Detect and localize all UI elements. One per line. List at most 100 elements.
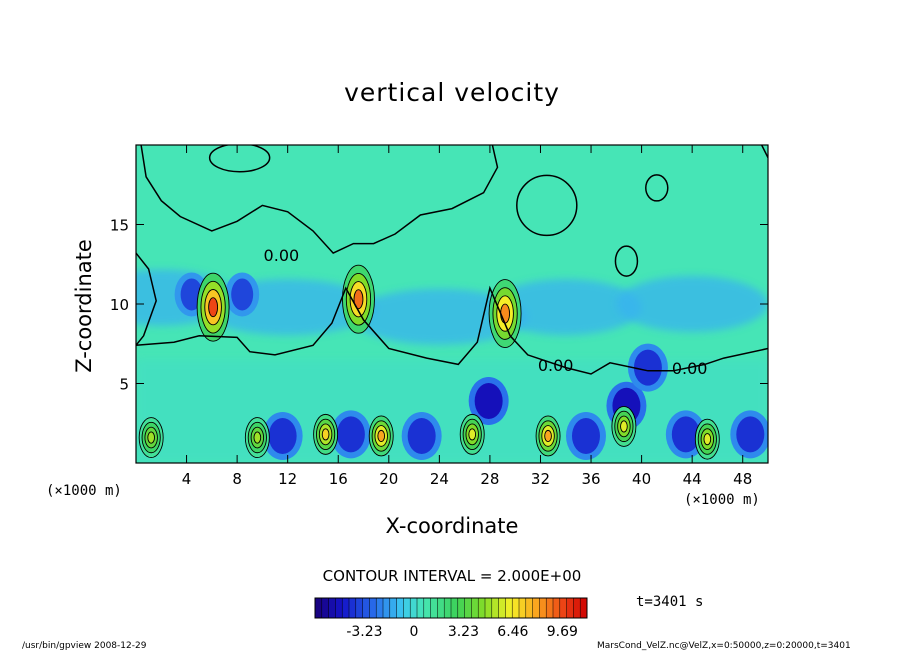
chart-title: vertical velocity	[344, 78, 560, 107]
closed-contour	[208, 145, 271, 173]
colorbar-swatch	[362, 598, 370, 618]
colorbar-swatch	[423, 598, 432, 618]
colorbar-swatch	[573, 598, 581, 618]
updraft-cell	[377, 429, 386, 443]
downdraft-cell	[474, 382, 503, 419]
colorbar-swatch	[444, 598, 452, 618]
colorbar-swatch	[451, 598, 459, 618]
updraft-cell	[468, 428, 477, 441]
colorbar-swatch	[396, 598, 404, 618]
colorbar-swatch	[559, 598, 568, 618]
colorbar-tick-label: 3.23	[448, 624, 479, 640]
colorbar-swatch	[505, 598, 513, 618]
contour-label: 0.00	[672, 359, 708, 378]
downdraft-cell	[736, 416, 765, 453]
colorbar-tick-label: 0	[409, 624, 418, 640]
colorbar-swatch	[410, 598, 418, 618]
contour-label: 0.00	[264, 246, 300, 265]
colorbar-swatch	[437, 598, 445, 618]
colorbar-swatch	[383, 598, 391, 618]
x-tick-label: 40	[632, 470, 651, 488]
updraft-cell	[147, 431, 155, 444]
updraft-cell	[703, 433, 712, 446]
colorbar-swatch	[491, 598, 500, 618]
downdraft-cell	[336, 416, 365, 453]
x-tick-label: 24	[430, 470, 449, 488]
colorbar-swatch	[417, 598, 425, 618]
colorbar-swatch	[369, 598, 377, 618]
heatmap-field: 0.00 0.00 0.00	[136, 145, 768, 463]
y-tick-label: 15	[110, 217, 129, 235]
colorbar-swatch	[376, 598, 384, 618]
x-tick-label: 28	[480, 470, 499, 488]
colorbar-swatch	[457, 598, 466, 618]
weak-downdraft-band	[489, 279, 642, 336]
colorbar-tick-label: 9.69	[547, 624, 578, 640]
downdraft-cell	[407, 417, 436, 454]
colorbar-swatch	[532, 598, 540, 618]
x-tick-label: 8	[232, 470, 242, 488]
weak-downdraft-band	[350, 288, 528, 345]
colorbar-swatch	[553, 598, 561, 618]
zero-contour-line	[136, 252, 768, 375]
y-tick-label: 5	[119, 376, 129, 394]
footer-source: MarsCond_VelZ.nc@VelZ,x=0:50000,z=0:2000…	[597, 641, 851, 651]
colorbar-swatch	[525, 598, 534, 618]
x-tick-label: 20	[379, 470, 398, 488]
colorbar-frame	[314, 597, 588, 619]
updraft-cell	[321, 428, 330, 441]
colorbar-swatch	[464, 598, 472, 618]
colorbar-swatch	[485, 598, 493, 618]
colorbar-swatch	[315, 598, 323, 618]
x-axis-label: X-coordinate	[385, 514, 519, 538]
y-tick-label: 10	[110, 296, 129, 314]
colorbar-swatch	[471, 598, 479, 618]
colorbar-tick-label: -3.23	[346, 624, 382, 640]
weak-downdraft-band	[616, 276, 768, 332]
colorbar-swatch	[430, 598, 438, 618]
updraft-cell	[353, 289, 364, 310]
x-tick-label: 36	[581, 470, 600, 488]
edge-contour	[761, 145, 768, 159]
colorbar-swatch	[478, 598, 486, 618]
colorbar-swatch	[321, 598, 330, 618]
colorbar-swatch	[389, 598, 398, 618]
colorbar-swatch	[580, 598, 588, 618]
downdraft-cell	[231, 278, 254, 311]
colorbar-swatch	[403, 598, 411, 618]
colorbar-swatch	[546, 598, 554, 618]
colorbar-swatch	[328, 598, 336, 618]
updraft-cell	[208, 297, 219, 318]
colorbar-swatch	[539, 598, 547, 618]
downdraft-cell	[571, 417, 600, 454]
downdraft-cell	[633, 349, 662, 386]
x-tick-label: 12	[278, 470, 297, 488]
footer-program-date: /usr/bin/gpview 2008-12-29	[22, 641, 147, 651]
time-label: t=3401 s	[636, 594, 704, 610]
colorbar-swatch	[355, 598, 364, 618]
updraft-cell	[500, 303, 511, 324]
x-unit-label-left: (×1000 m)	[46, 483, 122, 499]
downdraft-cell	[671, 416, 700, 453]
updraft-cell	[253, 431, 262, 444]
contour-label: 0.00	[538, 356, 574, 375]
x-tick-label: 44	[683, 470, 702, 488]
upper-contour-line	[140, 145, 499, 255]
closed-contour	[645, 174, 669, 202]
colorbar-swatch	[512, 598, 520, 618]
colorbar-swatch	[566, 598, 574, 618]
colorbar: -3.23 0 3.23 6.46 9.69	[314, 597, 588, 640]
closed-contour	[516, 174, 578, 237]
colorbar-tick-label: 6.46	[497, 624, 528, 640]
colorbar-swatch	[349, 598, 357, 618]
x-tick-label: 16	[329, 470, 348, 488]
x-tick-label: 48	[733, 470, 752, 488]
closed-contour	[614, 245, 639, 277]
x-unit-label-right: (×1000 m)	[684, 492, 760, 508]
updraft-cell	[544, 429, 552, 443]
x-tick-label: 4	[182, 470, 192, 488]
updraft-cell	[620, 420, 628, 433]
x-tick-label: 32	[531, 470, 550, 488]
colorbar-swatch	[342, 598, 350, 618]
